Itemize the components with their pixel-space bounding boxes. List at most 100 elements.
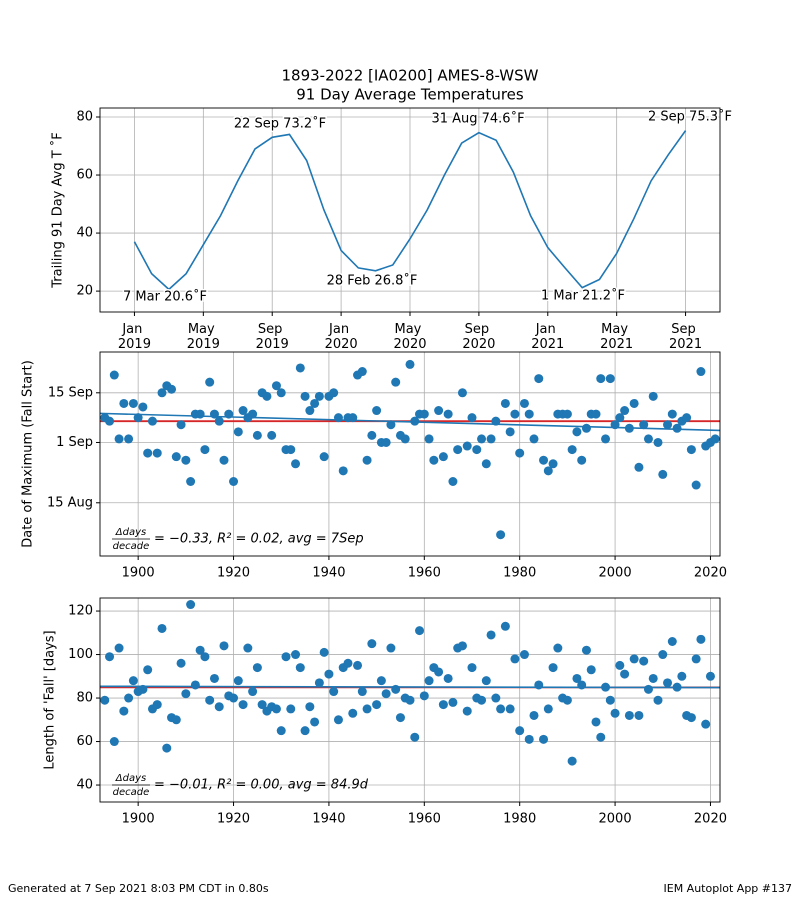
y-tick-label: 100	[68, 647, 93, 662]
point	[386, 420, 396, 430]
annotation: 28 Feb 26.8˚F	[327, 273, 418, 289]
point	[696, 367, 706, 377]
footer-right: IEM Autoplot App #137	[664, 882, 793, 895]
plot-frame	[99, 351, 721, 557]
point	[190, 680, 200, 690]
point	[434, 667, 444, 677]
point	[424, 434, 434, 444]
point	[634, 462, 644, 472]
point	[639, 656, 649, 666]
point	[257, 700, 267, 710]
point	[348, 708, 358, 718]
point	[219, 641, 229, 651]
point	[291, 650, 301, 660]
point	[562, 409, 572, 419]
point	[300, 391, 310, 401]
point	[214, 702, 224, 712]
annotation-text: = −0.33, R² = 0.02, avg = 7Sep	[154, 532, 364, 547]
annotation: 1 Mar 21.2˚F	[541, 288, 625, 304]
point	[205, 695, 215, 705]
point	[310, 398, 320, 408]
x-tick-label: 1900	[122, 566, 155, 581]
point	[262, 391, 272, 401]
annotation-numerator: Δdays	[115, 773, 146, 784]
point	[229, 693, 239, 703]
y-tick-label: 20	[76, 284, 93, 299]
y-tick-label: 15 Sep	[48, 385, 93, 400]
point	[295, 363, 305, 373]
x-tick-label: 1940	[312, 566, 345, 581]
point	[491, 693, 501, 703]
point	[300, 726, 310, 736]
annotation-text: = −0.01, R² = 0.00, avg = 84.9d	[154, 778, 369, 793]
point	[162, 743, 172, 753]
y-tick-label: 1 Sep	[56, 435, 93, 450]
x-tick-label: 1960	[408, 812, 441, 827]
point	[605, 374, 615, 384]
point	[658, 650, 668, 660]
y-tick-label: 40	[76, 778, 93, 793]
y-tick-label: 80	[76, 691, 93, 706]
point	[462, 706, 472, 716]
point	[696, 634, 706, 644]
x-tick-label: 1900	[122, 812, 155, 827]
point	[581, 645, 591, 655]
x-tick-label: Sep 2021	[669, 322, 702, 352]
point	[114, 434, 124, 444]
point	[448, 697, 458, 707]
x-tick-label: Jan 2020	[325, 322, 358, 352]
point	[500, 398, 510, 408]
point	[372, 406, 382, 416]
point	[500, 621, 510, 631]
point	[171, 452, 181, 462]
point	[643, 684, 653, 694]
subtitle: 91 Day Average Temperatures	[296, 86, 524, 104]
point	[462, 441, 472, 451]
point	[319, 647, 329, 657]
point	[653, 695, 663, 705]
point	[524, 409, 534, 419]
point	[400, 434, 410, 444]
point	[567, 445, 577, 455]
point	[510, 654, 520, 664]
point	[543, 704, 553, 714]
point	[467, 663, 477, 673]
point	[119, 706, 129, 716]
point	[329, 388, 339, 398]
point	[314, 678, 324, 688]
point	[233, 676, 243, 686]
x-tick-label: 1960	[408, 566, 441, 581]
point	[624, 710, 634, 720]
point	[124, 434, 134, 444]
point	[415, 626, 425, 636]
y-tick-label: 15 Aug	[47, 495, 93, 510]
point	[152, 700, 162, 710]
point	[615, 413, 625, 423]
point	[376, 676, 386, 686]
point	[267, 430, 277, 440]
y-tick-label: 80	[76, 109, 93, 124]
point	[524, 734, 534, 744]
point	[701, 719, 711, 729]
point	[505, 427, 515, 437]
point	[248, 687, 258, 697]
point	[410, 416, 420, 426]
point	[219, 455, 229, 465]
point	[519, 398, 529, 408]
point	[181, 455, 191, 465]
point	[286, 704, 296, 714]
trend-line	[99, 685, 721, 689]
x-tick-label: 2020	[694, 812, 727, 827]
point	[291, 459, 301, 469]
point	[248, 409, 258, 419]
x-tick-label: May 2020	[393, 322, 426, 352]
point	[648, 673, 658, 683]
point	[367, 430, 377, 440]
point	[100, 695, 110, 705]
point	[324, 669, 334, 679]
x-tick-label: 2000	[599, 812, 632, 827]
point	[686, 445, 696, 455]
point	[157, 388, 167, 398]
point	[429, 455, 439, 465]
